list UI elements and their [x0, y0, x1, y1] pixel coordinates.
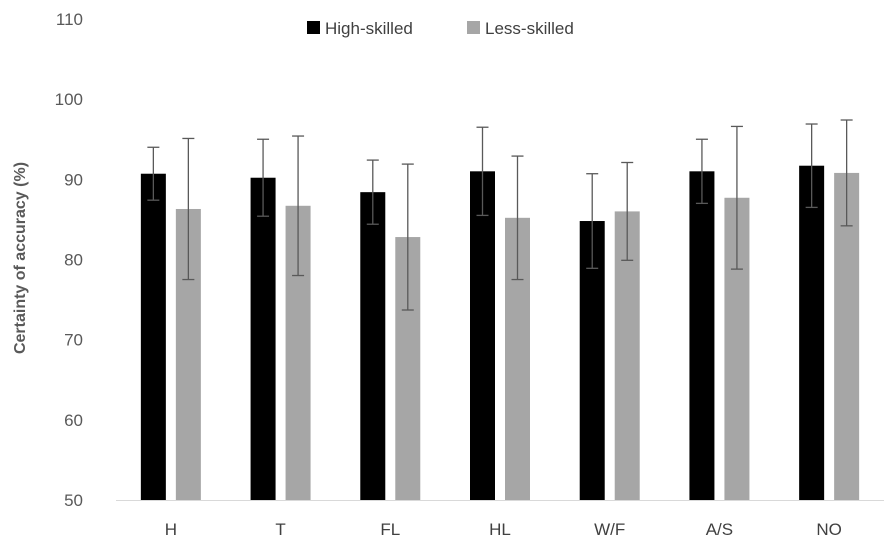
y-tick-label-50: 50 [64, 491, 83, 510]
x-tick-label-hl: HL [489, 520, 511, 539]
legend-swatch-less-skilled [467, 21, 480, 34]
error-bar-high-skilled-a-s [695, 138, 708, 205]
x-tick-label-no: NO [816, 520, 842, 539]
error-bar-high-skilled-w-f [586, 173, 599, 269]
x-tick-label-w-f: W/F [594, 520, 625, 539]
y-axis-ticks: 50 60 70 80 90 100 110 [55, 10, 83, 510]
y-tick-label-70: 70 [64, 331, 83, 350]
y-tick-label-110: 110 [56, 10, 83, 29]
error-bar-less-skilled-hl [511, 155, 524, 281]
legend: High-skilled Less-skilled [307, 19, 574, 38]
x-tick-label-a-s: A/S [706, 520, 733, 539]
error-bar-high-skilled-t [257, 138, 270, 217]
bar-high-skilled-a-s [689, 171, 715, 501]
bar-high-skilled-h [140, 173, 166, 500]
x-axis-ticks: H T FL HL W/F A/S NO [165, 520, 842, 539]
error-bar-high-skilled-no [805, 123, 818, 209]
y-tick-label-80: 80 [64, 251, 83, 270]
y-tick-label-90: 90 [64, 170, 83, 189]
legend-label-high-skilled: High-skilled [325, 19, 413, 38]
x-tick-label-h: H [165, 520, 177, 539]
bar-high-skilled-hl [470, 171, 495, 501]
x-tick-label-t: T [275, 520, 285, 539]
error-bar-high-skilled-h [147, 146, 160, 201]
error-bar-high-skilled-hl [476, 126, 489, 217]
x-tick-label-fl: FL [380, 520, 400, 539]
y-tick-label-100: 100 [55, 90, 83, 109]
legend-label-less-skilled: Less-skilled [485, 19, 574, 38]
error-bar-less-skilled-h [182, 137, 195, 281]
error-bar-high-skilled-fl [366, 159, 379, 225]
plot-area [140, 119, 860, 501]
y-axis-label: Certainty of accuracy (%) [12, 162, 29, 354]
bar-less-skilled-no [834, 172, 860, 501]
legend-swatch-high-skilled [307, 21, 320, 34]
error-bar-less-skilled-a-s [730, 125, 743, 270]
bar-high-skilled-fl [360, 192, 386, 500]
y-tick-label-60: 60 [64, 411, 83, 430]
bar-high-skilled-t [250, 177, 276, 501]
error-bar-less-skilled-w-f [621, 161, 634, 261]
error-bar-less-skilled-t [292, 135, 305, 277]
bar-high-skilled-no [799, 165, 825, 500]
error-bar-less-skilled-no [840, 119, 853, 227]
error-bar-less-skilled-fl [401, 163, 414, 311]
